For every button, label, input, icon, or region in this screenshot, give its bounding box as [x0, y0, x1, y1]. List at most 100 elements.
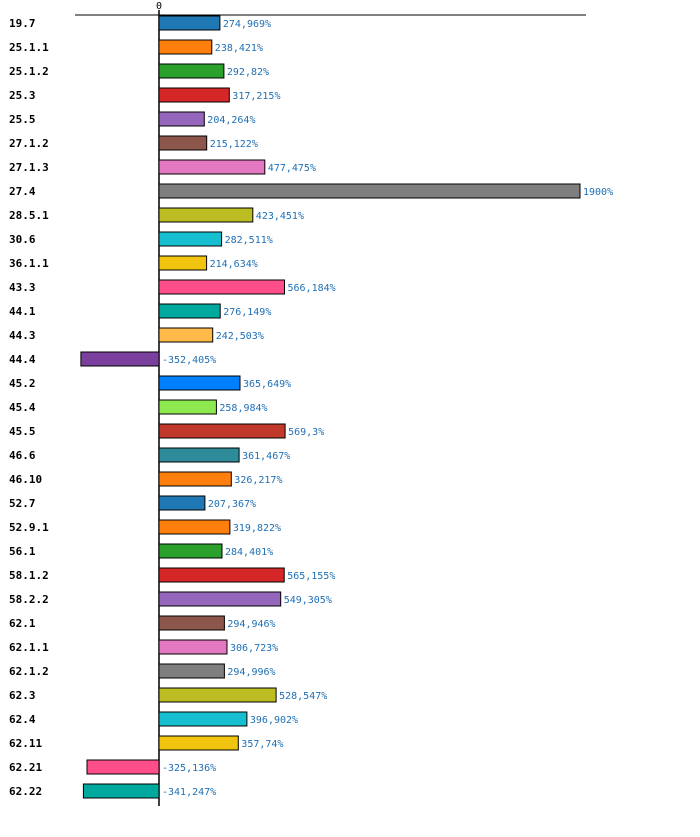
category-label: 58.1.2 [9, 569, 49, 582]
bar [158, 375, 241, 391]
bar [86, 759, 160, 775]
category-label: 62.1.1 [9, 641, 49, 654]
bar [158, 399, 217, 415]
bar [158, 207, 254, 223]
category-label: 45.2 [9, 377, 36, 390]
category-label: 62.22 [9, 785, 42, 798]
category-label: 27.1.3 [9, 161, 49, 174]
category-label: 62.1 [9, 617, 36, 630]
category-label: 43.3 [9, 281, 36, 294]
value-label: 1900% [583, 187, 613, 198]
value-label: 423,451% [256, 211, 304, 222]
bar [158, 303, 221, 319]
bar [158, 39, 213, 55]
bar [158, 63, 225, 79]
value-label: 396,902% [250, 715, 298, 726]
category-label: 52.7 [9, 497, 36, 510]
category-label: 28.5.1 [9, 209, 49, 222]
zero-tick-label: 0 [156, 1, 162, 12]
bar [158, 591, 282, 607]
bar [158, 687, 277, 703]
value-label: 214,634% [210, 259, 258, 270]
category-label: 62.21 [9, 761, 42, 774]
category-label: 25.3 [9, 89, 36, 102]
bar [158, 87, 230, 103]
bar [158, 711, 248, 727]
bar [158, 15, 221, 31]
bar [158, 663, 225, 679]
value-label: 361,467% [242, 451, 290, 462]
value-label: 292,82% [227, 67, 269, 78]
bar [158, 255, 208, 271]
category-label: 27.1.2 [9, 137, 49, 150]
bar [158, 279, 285, 295]
value-label: 549,305% [284, 595, 332, 606]
value-label: 282,511% [225, 235, 273, 246]
category-label: 56.1 [9, 545, 36, 558]
value-label: 326,217% [234, 475, 282, 486]
bar [158, 183, 581, 199]
value-label: 565,155% [287, 571, 335, 582]
category-label: 44.3 [9, 329, 36, 342]
category-label: 36.1.1 [9, 257, 49, 270]
bar [158, 735, 239, 751]
bar [158, 543, 223, 559]
value-label: 317,215% [232, 91, 280, 102]
category-label: 52.9.1 [9, 521, 49, 534]
bar [158, 231, 223, 247]
bar [158, 495, 206, 511]
value-label: 357,74% [241, 739, 283, 750]
value-label: 528,547% [279, 691, 327, 702]
category-label: 19.7 [9, 17, 36, 30]
category-label: 45.4 [9, 401, 36, 414]
category-label: 62.4 [9, 713, 36, 726]
value-label: 294,946% [227, 619, 275, 630]
value-label: 238,421% [215, 43, 263, 54]
bar [80, 351, 160, 367]
bar [158, 327, 214, 343]
value-label: 319,822% [233, 523, 281, 534]
value-label: 276,149% [223, 307, 271, 318]
bars-group: 19.7 274,969% 25.1.1 238,421% 25.1.2 292,82% 2… [9, 15, 613, 799]
category-label: 44.1 [9, 305, 36, 318]
category-label: 46.6 [9, 449, 36, 462]
bar [158, 159, 266, 175]
value-label: 294,996% [227, 667, 275, 678]
bar [158, 471, 232, 487]
value-label: 274,969% [223, 19, 271, 30]
bar [82, 783, 160, 799]
bar [158, 519, 231, 535]
category-label: 45.5 [9, 425, 36, 438]
category-label: 25.5 [9, 113, 36, 126]
category-label: 62.3 [9, 689, 36, 702]
value-label: -341,247% [162, 787, 216, 798]
value-label: -352,405% [162, 355, 216, 366]
category-label: 58.2.2 [9, 593, 49, 606]
bar [158, 639, 228, 655]
value-label: 215,122% [210, 139, 258, 150]
category-label: 44.4 [9, 353, 36, 366]
value-label: 306,723% [230, 643, 278, 654]
category-label: 30.6 [9, 233, 36, 246]
bar [158, 111, 205, 127]
value-label: 566,184% [288, 283, 336, 294]
bar [158, 615, 225, 631]
bar [158, 135, 208, 151]
value-label: 569,3% [288, 427, 324, 438]
value-label: 477,475% [268, 163, 316, 174]
bar [158, 567, 285, 583]
category-label: 25.1.1 [9, 41, 49, 54]
category-label: 46.10 [9, 473, 42, 486]
bar [158, 423, 286, 439]
value-label: 242,503% [216, 331, 264, 342]
value-label: 204,264% [207, 115, 255, 126]
value-label: 365,649% [243, 379, 291, 390]
bar [158, 447, 240, 463]
value-label: 258,984% [219, 403, 267, 414]
category-label: 62.11 [9, 737, 42, 750]
value-label: -325,136% [162, 763, 216, 774]
value-label: 284,401% [225, 547, 273, 558]
category-label: 25.1.2 [9, 65, 49, 78]
category-label: 62.1.2 [9, 665, 49, 678]
